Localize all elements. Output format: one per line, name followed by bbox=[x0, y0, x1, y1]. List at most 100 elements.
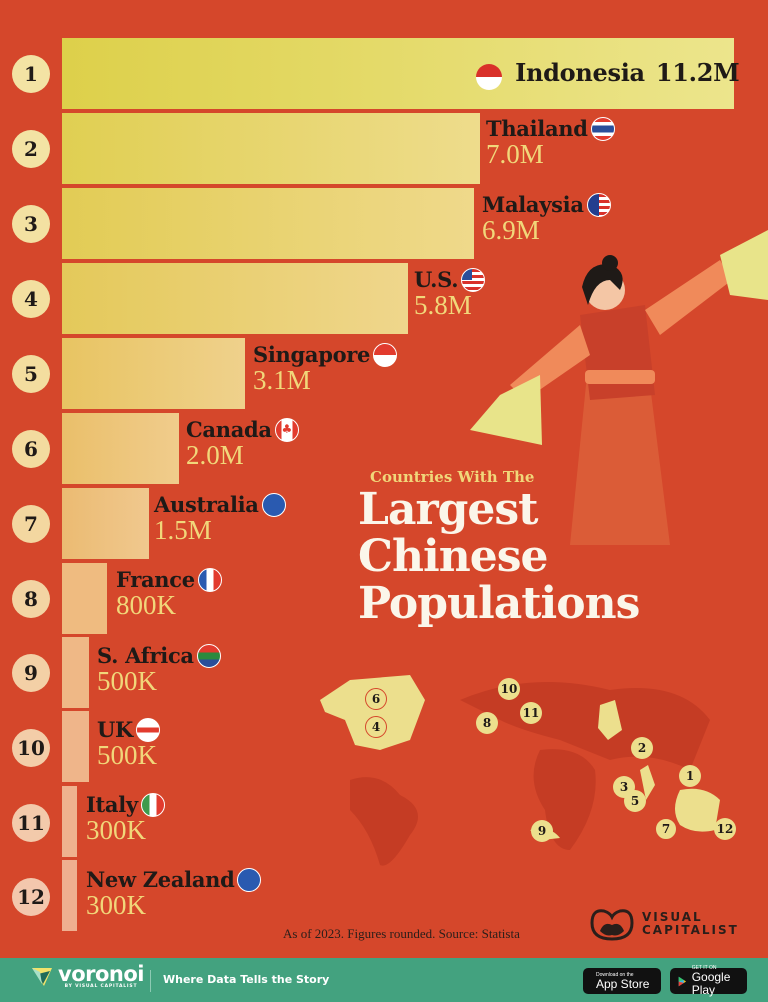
app-store-button[interactable]: Download on the App Store bbox=[583, 968, 661, 994]
visual-capitalist-logo: VISUAL CAPITALIST bbox=[588, 905, 739, 943]
map-pin-9: 9 bbox=[531, 820, 553, 842]
label-singapore: Singapore 3.1M bbox=[253, 342, 398, 395]
footer-tagline: Where Data Tells the Story bbox=[163, 973, 330, 986]
label-canada: Canada ♣ 2.0M bbox=[186, 417, 299, 470]
rank-badge: 7 bbox=[12, 505, 50, 543]
rank-badge: 1 bbox=[12, 55, 50, 93]
rank-badge: 11 bbox=[12, 804, 50, 842]
bar-australia bbox=[62, 488, 149, 559]
country-value: 800K bbox=[116, 590, 176, 620]
singapore-flag-icon bbox=[373, 342, 398, 367]
new-zealand-flag-icon bbox=[237, 867, 262, 892]
country-value: 5.8M bbox=[414, 290, 472, 320]
country-name: Malaysia bbox=[482, 192, 584, 217]
label-indonesia: Indonesia 11.2M bbox=[476, 58, 740, 90]
chart-subtitle: Countries With The bbox=[370, 468, 535, 486]
country-name: S. Africa bbox=[97, 643, 194, 668]
map-pin-7: 7 bbox=[655, 818, 677, 840]
country-name: France bbox=[116, 567, 195, 592]
bar-us bbox=[62, 263, 408, 334]
thailand-flag-icon bbox=[590, 116, 615, 141]
rank-badge: 6 bbox=[12, 430, 50, 468]
voronoi-logo-icon bbox=[32, 967, 52, 986]
country-value: 6.9M bbox=[482, 215, 540, 245]
malaysia-flag-icon bbox=[586, 192, 611, 217]
country-value: 500K bbox=[97, 740, 157, 770]
country-name: U.S. bbox=[414, 267, 459, 292]
bar-south-africa bbox=[62, 637, 89, 708]
country-value: 500K bbox=[97, 666, 157, 696]
country-value: 3.1M bbox=[253, 365, 311, 395]
map-pin-10: 10 bbox=[498, 678, 520, 700]
footer-divider bbox=[150, 970, 151, 992]
australia-flag-icon bbox=[261, 492, 286, 517]
map-pin-6: 6 bbox=[365, 688, 387, 710]
map-pin-12: 12 bbox=[714, 818, 736, 840]
rank-badge: 10 bbox=[12, 729, 50, 767]
google-play-label: Google Play bbox=[691, 970, 731, 997]
uk-flag-icon bbox=[135, 717, 160, 742]
bar-canada bbox=[62, 413, 179, 484]
bar-france bbox=[62, 563, 107, 634]
canada-flag-icon: ♣ bbox=[274, 417, 299, 442]
label-us: U.S. 5.8M bbox=[414, 267, 486, 320]
map-pin-5: 5 bbox=[624, 790, 646, 812]
country-name: Singapore bbox=[253, 342, 371, 367]
country-value: 300K bbox=[86, 890, 146, 920]
map-pin-4: 4 bbox=[365, 716, 387, 738]
google-play-icon bbox=[678, 976, 686, 986]
indonesia-flag-icon bbox=[476, 63, 502, 90]
chart-title: Largest Chinese Populations bbox=[358, 484, 640, 629]
title-line-3: Populations bbox=[358, 578, 640, 629]
country-value: 2.0M bbox=[186, 440, 244, 470]
label-south-africa: S. Africa 500K bbox=[97, 643, 221, 696]
google-play-small-label: GET IT ON bbox=[691, 965, 717, 971]
rank-badge: 12 bbox=[12, 878, 50, 916]
bar-thailand bbox=[62, 113, 480, 184]
source-note: As of 2023. Figures rounded. Source: Sta… bbox=[283, 926, 520, 941]
us-flag-icon bbox=[461, 267, 486, 292]
label-thailand: Thailand 7.0M bbox=[486, 116, 615, 169]
country-value: 1.5M bbox=[154, 515, 212, 545]
label-australia: Australia 1.5M bbox=[154, 492, 286, 545]
fan-dancer-illustration bbox=[470, 230, 768, 545]
label-uk: UK 500K bbox=[97, 717, 160, 770]
bar-new-zealand bbox=[62, 860, 77, 931]
south-africa-flag-icon bbox=[196, 643, 221, 668]
france-flag-icon bbox=[197, 567, 222, 592]
vc-line-1: VISUAL bbox=[642, 910, 703, 924]
country-value: 7.0M bbox=[486, 139, 544, 169]
label-france: France 800K bbox=[116, 567, 222, 620]
binoculars-logo-icon bbox=[590, 909, 634, 941]
title-line-1: Largest bbox=[358, 484, 538, 535]
voronoi-logo[interactable]: voronoi BY VISUAL CAPITALIST bbox=[30, 964, 144, 989]
bar-uk bbox=[62, 711, 89, 782]
label-new-zealand: New Zealand 300K bbox=[86, 867, 262, 920]
rank-badge: 5 bbox=[12, 355, 50, 393]
country-name: Indonesia bbox=[515, 58, 645, 87]
country-name: Australia bbox=[154, 492, 259, 517]
infographic: 6 4 10 11 8 2 1 3 5 7 12 9 Countries Wit… bbox=[12, 38, 768, 943]
bar-italy bbox=[62, 786, 77, 857]
bar-singapore bbox=[62, 338, 245, 409]
google-play-button[interactable]: GET IT ON Google Play bbox=[670, 965, 747, 997]
country-name: New Zealand bbox=[86, 867, 235, 892]
italy-flag-icon bbox=[140, 792, 165, 817]
bar-malaysia bbox=[62, 188, 474, 259]
country-value: 300K bbox=[86, 815, 146, 845]
rank-badge: 4 bbox=[12, 280, 50, 318]
app-store-label: App Store bbox=[596, 976, 650, 991]
country-name: UK bbox=[97, 717, 133, 742]
map-pin-11: 11 bbox=[520, 702, 542, 724]
bar-indonesia bbox=[62, 38, 734, 109]
app-store-small-label: Download on the bbox=[596, 971, 634, 978]
label-malaysia: Malaysia 6.9M bbox=[482, 192, 611, 245]
voronoi-subtext: BY VISUAL CAPITALIST bbox=[64, 984, 138, 989]
country-name: Italy bbox=[86, 792, 138, 817]
rank-badge: 8 bbox=[12, 580, 50, 618]
rank-badge: 9 bbox=[12, 654, 50, 692]
map-pin-2: 2 bbox=[631, 737, 653, 759]
footer-bar: voronoi BY VISUAL CAPITALIST Where Data … bbox=[0, 958, 768, 1002]
rank-badge: 2 bbox=[12, 130, 50, 168]
voronoi-wordmark: voronoi bbox=[58, 962, 144, 986]
